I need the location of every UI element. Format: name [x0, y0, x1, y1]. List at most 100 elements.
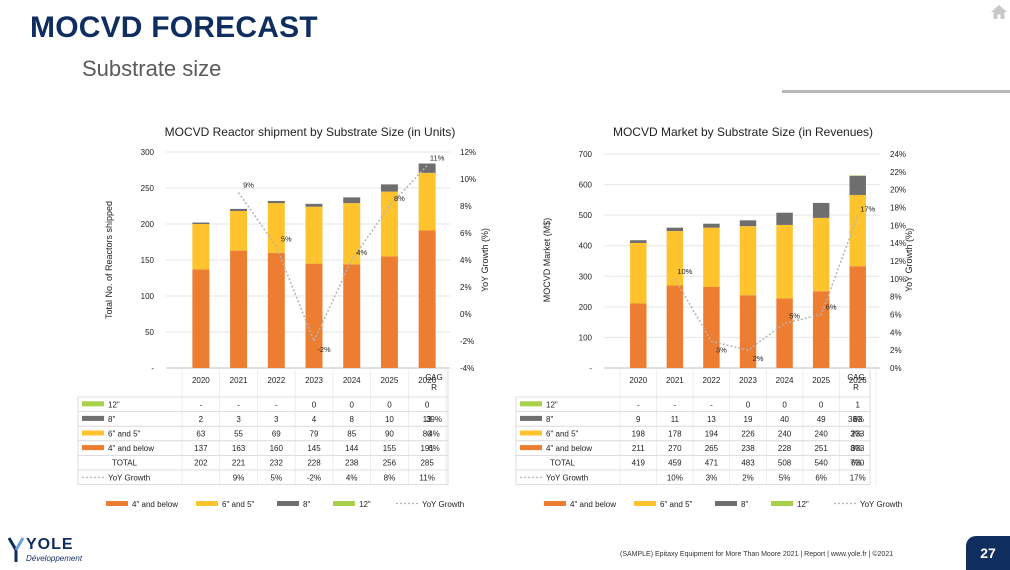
home-icon[interactable]	[990, 3, 1008, 21]
table-cell: 163	[232, 444, 246, 453]
table-cell: 6%	[815, 473, 827, 482]
table-cell: 419	[632, 459, 646, 468]
y-tick-label: -	[589, 364, 592, 373]
y2-axis-label: YoY Growth (%)	[904, 228, 914, 292]
bar-segment	[812, 291, 830, 368]
legend-label: 6" and 5"	[660, 500, 693, 509]
bar-segment	[343, 203, 361, 265]
y2-tick-label: 4%	[460, 256, 472, 265]
chart-title: MOCVD Market by Substrate Size (in Reven…	[613, 125, 873, 139]
bar-segment	[739, 226, 757, 296]
cagr-header-cont: R	[431, 383, 437, 392]
bar-segment	[812, 217, 830, 292]
table-cell: 4%	[346, 473, 358, 482]
y2-tick-label: 12%	[460, 148, 476, 157]
legend-swatch	[277, 501, 299, 506]
table-cagr-cell: 3%	[850, 430, 862, 439]
table-cell: 221	[232, 459, 246, 468]
y-tick-label: 200	[579, 303, 593, 312]
chart-title: MOCVD Reactor shipment by Substrate Size…	[165, 125, 456, 139]
table-row-label: 12"	[546, 400, 558, 409]
bar-segment	[192, 269, 210, 368]
yoy-growth-line	[674, 216, 859, 351]
x-tick-label: 2020	[629, 376, 647, 385]
yoy-data-label: 17%	[860, 204, 875, 213]
logo-tagline: Développement	[26, 554, 83, 563]
table-cell: 194	[705, 430, 719, 439]
table-row-label: 4" and below	[108, 444, 154, 453]
table-cell: 4	[312, 415, 317, 424]
table-cell: 1	[855, 400, 860, 409]
table-row-label: YoY Growth	[546, 473, 588, 482]
y-tick-label: -	[151, 364, 154, 373]
table-cell: -	[637, 400, 640, 409]
legend-swatch	[196, 501, 218, 506]
table-cell: -2%	[307, 473, 321, 482]
y2-tick-label: 6%	[460, 229, 472, 238]
table-cell: 211	[632, 444, 645, 453]
table-cell: 137	[194, 444, 208, 453]
yoy-data-label: 6%	[826, 303, 837, 312]
bar-segment	[267, 203, 285, 253]
table-cagr-cell: 38%	[848, 415, 864, 424]
table-cell: 40	[780, 415, 789, 424]
yoy-data-label: 9%	[243, 181, 254, 190]
legend-label: 4" and below	[570, 500, 616, 509]
header-divider	[782, 90, 1010, 93]
legend-swatch	[715, 501, 737, 506]
x-tick-label: 2026	[418, 376, 436, 385]
table-cell: 191	[420, 444, 434, 453]
bar-segment	[849, 175, 866, 176]
y2-axis-label: YoY Growth (%)	[480, 228, 490, 292]
bar-segment	[267, 200, 285, 204]
table-cell: 85	[347, 430, 356, 439]
y-tick-label: 100	[579, 333, 593, 342]
y-axis-label: MOCVD Market (M$)	[542, 218, 552, 303]
legend-label: 8"	[741, 500, 748, 509]
table-cell: 0	[349, 400, 354, 409]
x-tick-label: 2022	[703, 376, 721, 385]
bar-segment	[812, 202, 830, 218]
bar-segment	[230, 250, 248, 368]
y-tick-label: 600	[579, 181, 593, 190]
table-cell: 270	[668, 444, 682, 453]
y-axis-label: Total No. of Reactors shipped	[104, 201, 114, 319]
legend-label: 6" and 5"	[222, 500, 255, 509]
cagr-header: CAG	[847, 373, 864, 382]
table-cell: 19	[744, 415, 753, 424]
table-cell: 333	[851, 444, 865, 453]
table-cell: 240	[814, 430, 828, 439]
y2-tick-label: 18%	[890, 204, 906, 213]
y-tick-label: 500	[579, 211, 593, 220]
table-cell: 238	[741, 444, 755, 453]
y-tick-label: 100	[141, 292, 155, 301]
y2-tick-label: 22%	[890, 168, 906, 177]
table-cell: 11%	[419, 473, 434, 482]
table-cell: 2%	[742, 473, 754, 482]
x-tick-label: 2020	[192, 376, 210, 385]
table-cell: 265	[705, 444, 719, 453]
yoy-data-label: -2%	[317, 345, 331, 354]
table-cagr-cell: 7%	[850, 459, 862, 468]
table-cell: 145	[307, 444, 321, 453]
table-cell: 13	[707, 415, 716, 424]
table-cell: 198	[632, 430, 646, 439]
page-subtitle: Substrate size	[82, 56, 222, 81]
yoy-data-label: 8%	[394, 194, 405, 203]
bar-segment	[343, 197, 361, 204]
bar-segment	[230, 211, 248, 251]
x-tick-label: 2022	[267, 376, 285, 385]
bar-segment	[343, 264, 361, 368]
y2-tick-label: 16%	[890, 221, 906, 230]
table-cell: 0	[387, 400, 392, 409]
table-cell: 79	[310, 430, 319, 439]
table-legend-key	[520, 445, 542, 451]
table-cell: 9	[636, 415, 641, 424]
yoy-data-label: 4%	[356, 248, 367, 257]
logo-mark-icon	[7, 537, 25, 562]
table-cell: 5%	[779, 473, 791, 482]
table-legend-key	[520, 401, 542, 407]
yoy-data-label: 5%	[789, 311, 800, 320]
bar-segment	[703, 227, 720, 287]
y-tick-label: 200	[141, 220, 155, 229]
